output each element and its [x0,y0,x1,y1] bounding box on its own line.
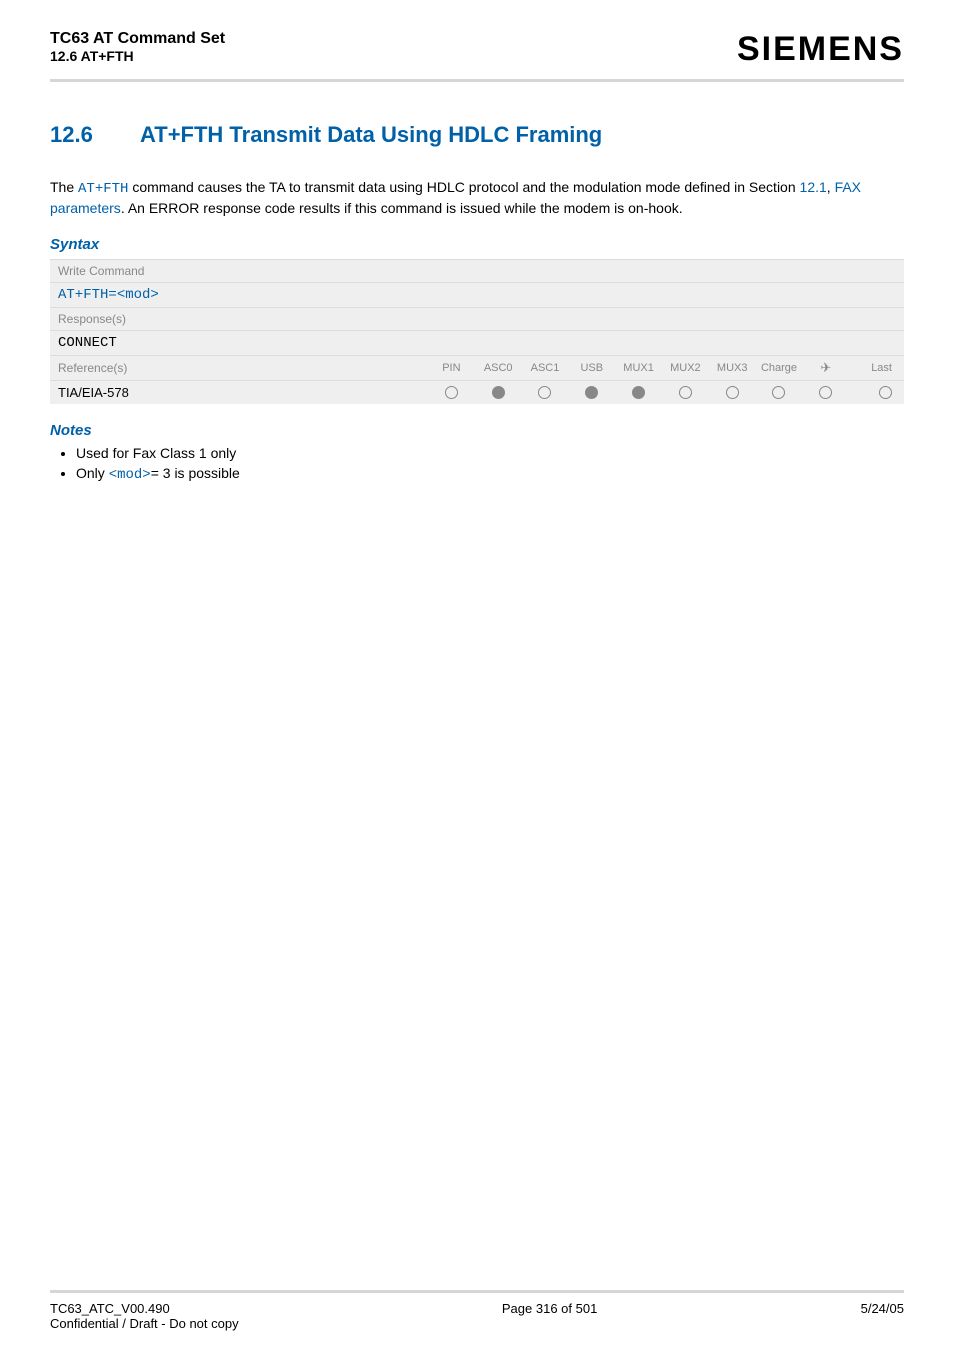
circle-empty-icon [445,386,458,399]
circle-empty-icon [538,386,551,399]
circle-empty-icon [819,386,832,399]
col-mux3: MUX3 [709,362,756,374]
dot-air [802,386,849,399]
dot-mux1 [615,386,662,399]
col-usb: USB [568,362,615,374]
reference-label: Reference(s) [58,361,428,375]
note-link[interactable]: <mod> [109,467,151,483]
siemens-logo: SIEMENS [737,30,904,69]
intro-post: . An ERROR response code results if this… [121,200,683,216]
col-airplane-icon: ✈ [802,360,849,376]
note-post: = 3 is possible [151,465,240,481]
reference-header-row: Reference(s) PIN ASC0 ASC1 USB MUX1 MUX2… [50,355,904,380]
dot-asc1 [522,386,569,399]
page-header: TC63 AT Command Set 12.6 AT+FTH SIEMENS [50,30,904,82]
write-command-value: AT+FTH=<mod> [50,282,904,307]
notes-list: Used for Fax Class 1 only Only <mod>= 3 … [50,445,904,483]
reference-value: TIA/EIA-578 [58,385,428,400]
footer-left: TC63_ATC_V00.490 Confidential / Draft - … [50,1301,239,1331]
section-title: 12.6AT+FTH Transmit Data Using HDLC Fram… [50,122,904,148]
circle-filled-icon [632,386,645,399]
section-title-text: AT+FTH Transmit Data Using HDLC Framing [140,122,602,147]
dot-usb [568,386,615,399]
col-mux1: MUX1 [615,362,662,374]
footer-date: 5/24/05 [861,1301,904,1331]
notes-heading: Notes [50,422,904,439]
intro-sep: , [827,179,835,195]
circle-empty-icon [879,386,892,399]
circle-empty-icon [772,386,785,399]
doc-title: TC63 AT Command Set [50,30,225,48]
footer-page: Page 316 of 501 [502,1301,597,1331]
write-cmd-param[interactable]: <mod> [117,287,159,303]
dot-mux3 [709,386,756,399]
intro-cmd[interactable]: AT+FTH [78,181,128,197]
col-charge: Charge [756,362,803,374]
dot-asc0 [475,386,522,399]
reference-dots [428,386,896,399]
note-item: Used for Fax Class 1 only [76,445,904,461]
content-area: 12.6AT+FTH Transmit Data Using HDLC Fram… [50,82,904,1290]
footer-version: TC63_ATC_V00.490 [50,1301,239,1316]
intro-paragraph: The AT+FTH command causes the TA to tran… [50,178,904,218]
col-mux2: MUX2 [662,362,709,374]
intro-mid: command causes the TA to transmit data u… [128,179,799,195]
circle-filled-icon [585,386,598,399]
note-item: Only <mod>= 3 is possible [76,465,904,483]
section-ref: 12.6 AT+FTH [50,48,225,64]
dot-pin [428,386,475,399]
col-asc1: ASC1 [522,362,569,374]
circle-filled-icon [492,386,505,399]
response-label: Response(s) [50,307,904,330]
section-number: 12.6 [50,122,140,148]
write-command-label: Write Command [50,259,904,282]
footer-confidential: Confidential / Draft - Do not copy [50,1316,239,1331]
reference-value-row: TIA/EIA-578 [50,380,904,404]
page-footer: TC63_ATC_V00.490 Confidential / Draft - … [50,1290,904,1351]
col-asc0: ASC0 [475,362,522,374]
syntax-heading: Syntax [50,236,904,253]
col-pin: PIN [428,362,475,374]
reference-columns: PIN ASC0 ASC1 USB MUX1 MUX2 MUX3 Charge … [428,360,896,376]
intro-link1[interactable]: 12.1 [800,179,827,195]
response-value: CONNECT [50,330,904,355]
col-last: Last [849,362,896,374]
dot-mux2 [662,386,709,399]
syntax-block: Write Command AT+FTH=<mod> Response(s) C… [50,259,904,404]
circle-empty-icon [679,386,692,399]
note-text: Used for Fax Class 1 only [76,445,236,461]
write-cmd-pre: AT+FTH= [58,287,117,303]
dot-charge [756,386,803,399]
circle-empty-icon [726,386,739,399]
note-pre: Only [76,465,109,481]
header-left: TC63 AT Command Set 12.6 AT+FTH [50,30,225,64]
dot-last [849,386,896,399]
intro-pre: The [50,179,78,195]
